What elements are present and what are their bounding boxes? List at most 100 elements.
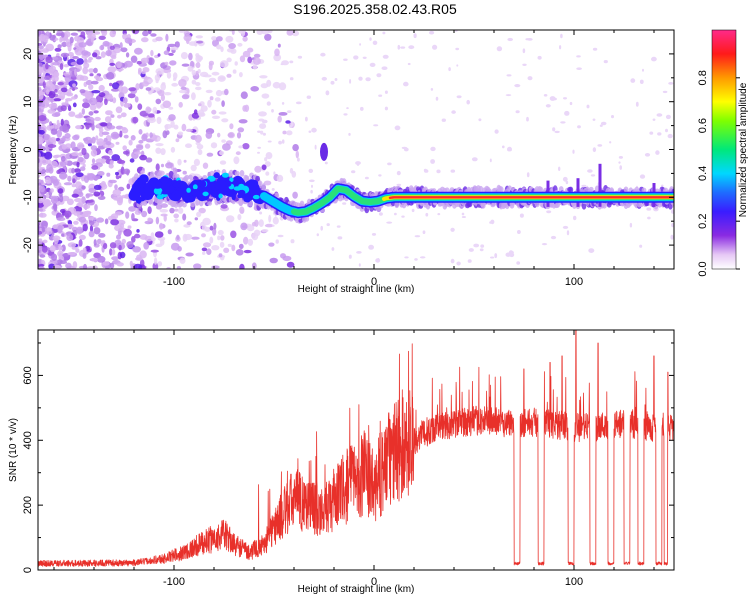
heatmap-noise-cell	[64, 74, 72, 83]
heatmap-noise-cell	[49, 65, 56, 72]
heatmap-noise-cell	[93, 239, 97, 246]
heatmap-speckle	[554, 130, 560, 134]
heatmap-speckle	[320, 52, 326, 57]
ridge-cluster	[137, 177, 144, 185]
heatmap-noise-cell	[220, 235, 225, 241]
heatmap-speckle	[537, 55, 542, 60]
heatmap-noise-cell	[160, 203, 168, 208]
heatmap-noise-cell	[62, 253, 70, 257]
heatmap-speckle	[359, 43, 362, 46]
heatmap-noise-cell	[128, 87, 137, 92]
heatmap-noise-cell	[133, 263, 143, 269]
heatmap-noise-cell	[115, 106, 123, 114]
colorbar-tick-label: 0.6	[697, 118, 709, 133]
heatmap-speckle	[351, 170, 356, 174]
heatmap-noise-cell	[198, 103, 202, 107]
heatmap-noise-cell	[100, 44, 104, 51]
ridge-cluster	[213, 172, 220, 179]
heatmap-noise-cell	[61, 102, 67, 106]
heatmap-noise-cell	[290, 239, 295, 244]
heatmap-noise-cell	[132, 246, 142, 253]
chart-title: S196.2025.358.02.43.R05	[293, 1, 457, 17]
heatmap-noise-cell	[90, 149, 98, 157]
y-tick-label: 10	[22, 96, 34, 108]
heatmap-noise-cell	[173, 213, 179, 219]
heatmap-speckle	[656, 113, 663, 117]
heatmap-noise-cell	[50, 99, 54, 103]
heatmap-noise-cell	[109, 45, 115, 50]
heatmap-noise-cell	[276, 174, 284, 182]
ridge-cluster	[238, 189, 246, 196]
heatmap-noise-cell	[211, 245, 220, 251]
heatmap-speckle	[266, 101, 271, 106]
heatmap-noise-cell	[45, 89, 50, 95]
heatmap-speckle	[430, 159, 435, 164]
heatmap-noise-cell	[105, 110, 113, 116]
heatmap-speckle	[527, 76, 533, 81]
heatmap-noise-cell	[193, 109, 198, 115]
heatmap-noise-cell	[237, 127, 245, 133]
heatmap-noise-cell	[140, 170, 145, 175]
heatmap-noise-cell	[120, 126, 127, 131]
heatmap-noise-cell	[206, 152, 214, 157]
heatmap-noise-cell	[119, 130, 123, 138]
heatmap-noise-cell	[78, 239, 83, 247]
heatmap-speckle	[281, 139, 285, 144]
heatmap-noise-cell	[274, 48, 280, 57]
heatmap-noise-cell	[130, 135, 136, 141]
heatmap-noise-cell	[105, 141, 112, 146]
heatmap-noise-cell	[54, 89, 58, 93]
heatmap-noise-cell	[177, 158, 182, 166]
heatmap-noise-cell	[78, 42, 87, 48]
heatmap-noise-cell	[219, 160, 227, 165]
heatmap-speckle	[480, 244, 485, 248]
heatmap-noise-cell	[177, 131, 184, 136]
heatmap-noise-cell	[144, 235, 154, 242]
heatmap-speckle	[563, 97, 567, 100]
heatmap-speckle	[576, 55, 581, 58]
heatmap-noise-cell	[53, 98, 62, 102]
heatmap-noise-cell	[195, 86, 202, 91]
colorbar-tick-label: 0.4	[697, 166, 709, 181]
heatmap-noise-cell	[103, 243, 108, 250]
heatmap-speckle	[597, 144, 603, 147]
heatmap-noise-cell	[201, 224, 207, 231]
heatmap-noise-cell	[93, 31, 101, 35]
heatmap-noise-cell	[292, 144, 299, 152]
heatmap-noise-cell	[125, 211, 130, 219]
heatmap-noise-cell	[118, 80, 124, 87]
heatmap-noise-cell	[203, 74, 212, 78]
heatmap-noise-cell	[246, 225, 255, 232]
heatmap-noise-cell	[93, 184, 102, 191]
y-tick-label: -10	[22, 189, 34, 205]
heatmap-speckle	[657, 132, 662, 136]
heatmap-noise-cell	[122, 33, 128, 40]
heatmap-noise-cell	[91, 175, 101, 180]
heatmap-noise-cell	[83, 263, 87, 269]
heatmap-speckle	[611, 115, 614, 119]
heatmap-speckle	[526, 172, 530, 178]
heatmap-noise-cell	[93, 227, 101, 235]
heatmap-noise-cell	[231, 244, 236, 252]
heatmap-speckle	[349, 79, 352, 84]
heatmap-noise-cell	[252, 57, 261, 65]
heatmap-speckle	[432, 44, 438, 50]
heatmap-speckle	[309, 179, 315, 183]
heatmap-noise-cell	[239, 263, 245, 269]
heatmap-noise-cell	[190, 164, 197, 172]
heatmap-noise-cell	[243, 236, 249, 245]
heatmap-noise-cell	[56, 217, 66, 222]
colorbar-ticks: 0.0 0.2 0.4 0.6 0.8	[697, 70, 740, 277]
heatmap-noise-cell	[104, 98, 108, 106]
heatmap-noise-cell	[120, 47, 128, 53]
heatmap-speckle	[635, 101, 639, 107]
heatmap-noise-cell	[206, 248, 212, 255]
x-tick-label: 100	[565, 276, 583, 288]
heatmap-noise-cell	[85, 199, 94, 203]
heatmap-noise-cell	[60, 52, 70, 58]
heatmap-speckle	[560, 121, 566, 124]
heatmap-speckle	[451, 110, 456, 114]
heatmap-speckle	[346, 107, 349, 110]
heatmap-noise-cell	[41, 48, 50, 53]
heatmap-speckle	[441, 118, 446, 122]
